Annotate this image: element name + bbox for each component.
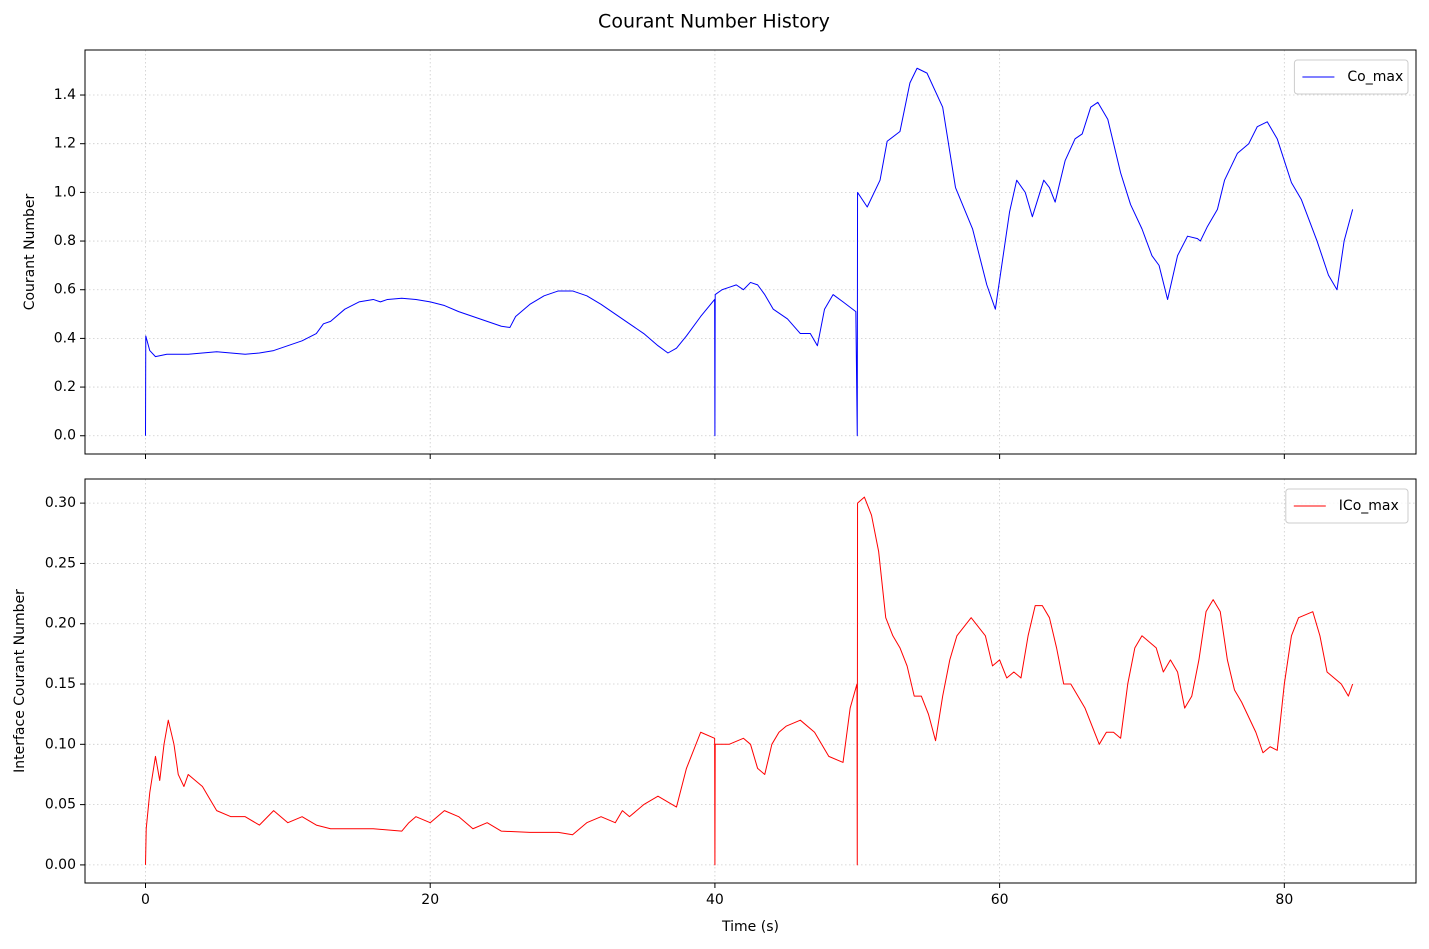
y-tick-label: 0.10 [45,736,76,752]
legend-label: Co_max [1347,69,1403,85]
y-axis-label: Courant Number [22,193,38,310]
legend: ICo_max [1285,488,1409,524]
legend-label: ICo_max [1339,498,1399,514]
x-tick-label: 40 [706,892,724,908]
y-tick-label: 0.6 [54,282,76,298]
y-tick-label: 0.4 [54,330,76,346]
y-tick-label: 0.25 [45,555,76,571]
y-tick-label: 1.2 [54,136,76,152]
y-axis-label: Interface Courant Number [12,589,28,773]
y-tick-label: 0.0 [54,428,76,444]
legend: Co_max [1293,59,1409,95]
axes-frame [84,49,1417,455]
y-tick-label: 0.05 [45,797,76,813]
legend-box [1285,488,1409,524]
y-tick-label: 1.0 [54,184,76,200]
x-tick-label: 60 [991,892,1009,908]
y-tick-label: 0.8 [54,233,76,249]
y-tick-label: 0.15 [45,676,76,692]
y-tick-label: 0.30 [45,495,76,511]
y-tick-label: 0.2 [54,379,76,395]
data-line [145,496,1354,866]
legend-box [1293,59,1409,95]
figure-title: Courant Number History [598,11,830,33]
data-line [145,67,1354,437]
y-tick-label: 0.20 [45,616,76,632]
axes-frame [84,478,1417,884]
x-tick-label: 80 [1275,892,1293,908]
y-tick-label: 1.4 [54,87,76,103]
x-tick-label: 20 [421,892,439,908]
y-tick-label: 0.00 [45,857,76,873]
x-tick-label: 0 [141,892,150,908]
x-axis-label: Time (s) [721,919,779,935]
